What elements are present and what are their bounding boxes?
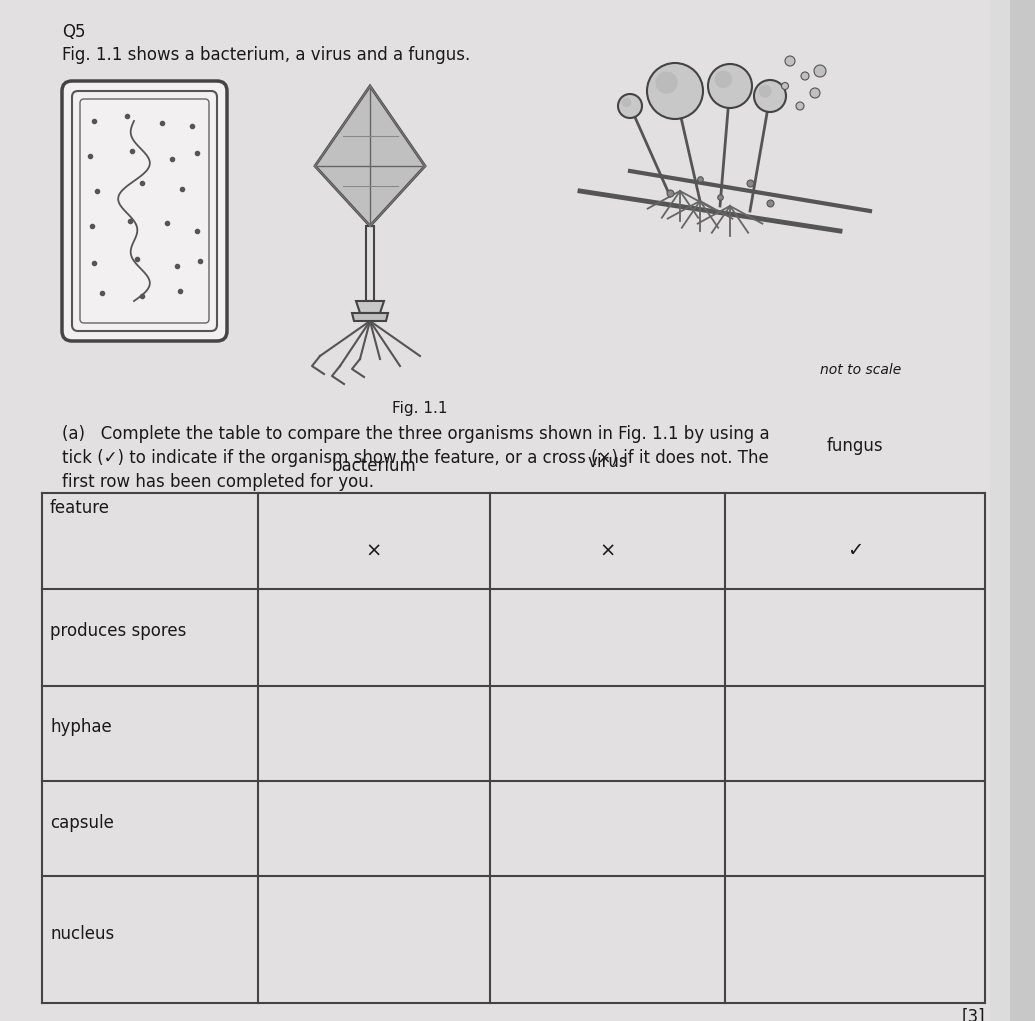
Circle shape (618, 94, 642, 118)
Text: (a)   Complete the table to compare the three organisms shown in Fig. 1.1 by usi: (a) Complete the table to compare the th… (62, 425, 770, 443)
Text: ✓: ✓ (847, 541, 863, 561)
Text: virus: virus (587, 453, 628, 471)
Circle shape (785, 56, 795, 66)
Circle shape (714, 70, 732, 88)
Text: Q5: Q5 (62, 23, 86, 41)
Polygon shape (315, 86, 425, 226)
Text: Fig. 1.1 shows a bacterium, a virus and a fungus.: Fig. 1.1 shows a bacterium, a virus and … (62, 46, 470, 64)
Circle shape (796, 102, 804, 110)
Circle shape (755, 80, 786, 112)
Text: first row has been completed for you.: first row has been completed for you. (62, 473, 374, 491)
FancyBboxPatch shape (0, 0, 990, 1021)
Polygon shape (366, 226, 374, 301)
Text: nucleus: nucleus (50, 924, 114, 942)
Circle shape (814, 65, 826, 77)
Text: capsule: capsule (50, 814, 114, 831)
Circle shape (781, 83, 789, 90)
Polygon shape (352, 313, 388, 321)
Text: feature: feature (50, 499, 110, 517)
Text: produces spores: produces spores (50, 623, 186, 640)
Text: fungus: fungus (827, 437, 883, 455)
Circle shape (622, 98, 631, 107)
Text: not to scale: not to scale (820, 363, 901, 377)
Circle shape (655, 71, 678, 94)
FancyBboxPatch shape (0, 0, 1010, 1021)
FancyBboxPatch shape (62, 81, 227, 341)
Text: hyphae: hyphae (50, 719, 112, 736)
Text: ×: × (599, 541, 616, 561)
Text: bacterium: bacterium (331, 457, 416, 475)
Text: ×: × (365, 541, 382, 561)
Text: [3]: [3] (962, 1008, 985, 1021)
Circle shape (708, 64, 752, 108)
Circle shape (801, 72, 809, 80)
Circle shape (759, 85, 772, 98)
Circle shape (647, 63, 703, 119)
Text: tick (✓) to indicate if the organism show the feature, or a cross (×) if it does: tick (✓) to indicate if the organism sho… (62, 449, 769, 467)
Polygon shape (356, 301, 384, 313)
Text: Fig. 1.1: Fig. 1.1 (392, 401, 448, 416)
Circle shape (810, 88, 820, 98)
